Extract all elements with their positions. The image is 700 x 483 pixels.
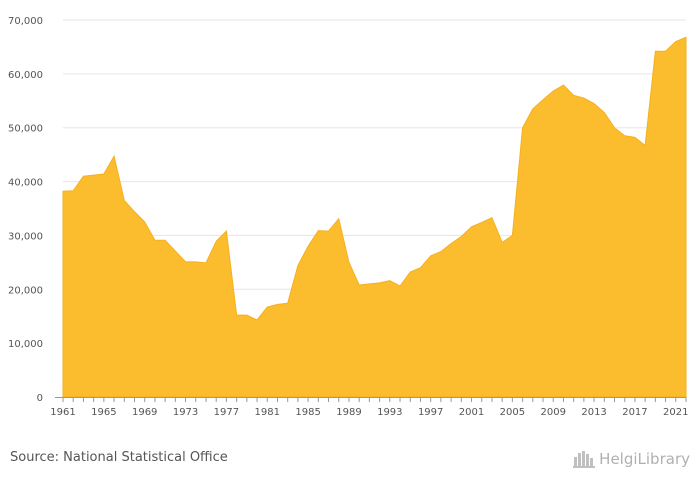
helgi-building-icon — [573, 451, 596, 468]
source-note: Source: National Statistical Office — [10, 450, 228, 465]
data-point[interactable] — [72, 189, 75, 192]
data-point[interactable] — [644, 144, 647, 147]
x-tick-label: 2013 — [581, 407, 606, 418]
data-point[interactable] — [552, 90, 555, 93]
data-point[interactable] — [501, 241, 504, 244]
area-fill — [62, 36, 687, 398]
data-point[interactable] — [674, 40, 677, 43]
x-tick-label: 1985 — [295, 407, 320, 418]
data-point[interactable] — [419, 266, 422, 269]
data-point[interactable] — [685, 36, 688, 39]
x-axis — [55, 397, 687, 402]
data-point[interactable] — [164, 239, 167, 242]
data-point[interactable] — [480, 221, 483, 224]
data-point[interactable] — [123, 199, 126, 202]
data-point[interactable] — [337, 217, 340, 220]
data-point[interactable] — [490, 216, 493, 219]
x-tick-label: 1993 — [377, 407, 402, 418]
data-point[interactable] — [174, 250, 177, 253]
data-point[interactable] — [378, 281, 381, 284]
data-point[interactable] — [327, 230, 330, 233]
data-point[interactable] — [368, 282, 371, 285]
data-point[interactable] — [276, 303, 279, 306]
data-point[interactable] — [225, 230, 228, 233]
data-point[interactable] — [521, 126, 524, 129]
x-axis-labels: 1961 1965 1969 1973 1977 1981 1985 1989 1993 1997… — [50, 407, 688, 418]
data-point[interactable] — [654, 50, 657, 53]
data-point[interactable] — [266, 306, 269, 309]
data-point[interactable] — [409, 271, 412, 274]
x-tick-label: 1989 — [336, 407, 361, 418]
data-point[interactable] — [603, 111, 606, 114]
data-point[interactable] — [542, 98, 545, 101]
data-point[interactable] — [450, 242, 453, 245]
x-tick-label: 1969 — [132, 407, 157, 418]
data-point[interactable] — [102, 173, 105, 176]
data-point[interactable] — [113, 155, 116, 158]
x-tick-label: 2001 — [459, 407, 484, 418]
data-point[interactable] — [307, 245, 310, 248]
x-tick-label: 2009 — [541, 407, 566, 418]
data-point[interactable] — [256, 318, 259, 321]
data-point[interactable] — [184, 260, 187, 263]
data-point[interactable] — [582, 97, 585, 100]
y-tick-label: 50,000 — [8, 124, 43, 135]
y-axis-labels: 0 10,000 20,000 30,000 40,000 50,000 60,000 70,… — [8, 16, 43, 404]
x-tick-label: 1981 — [255, 407, 280, 418]
data-point[interactable] — [204, 261, 207, 264]
data-point[interactable] — [317, 229, 320, 232]
x-tick-label: 1973 — [173, 407, 198, 418]
data-point[interactable] — [143, 220, 146, 223]
data-point[interactable] — [347, 261, 350, 264]
data-point[interactable] — [470, 225, 473, 228]
data-point[interactable] — [439, 250, 442, 253]
data-point[interactable] — [399, 285, 402, 288]
data-point[interactable] — [388, 279, 391, 282]
data-point[interactable] — [613, 126, 616, 129]
data-point[interactable] — [62, 190, 65, 193]
x-tick-label: 2021 — [663, 407, 688, 418]
data-point[interactable] — [235, 314, 238, 317]
data-point[interactable] — [664, 50, 667, 53]
x-tick-label: 2005 — [500, 407, 525, 418]
x-tick-label: 1961 — [50, 407, 75, 418]
x-tick-label: 1997 — [418, 407, 443, 418]
data-point[interactable] — [82, 175, 85, 178]
x-tick-label: 2017 — [622, 407, 647, 418]
brand-watermark[interactable]: HelgiLibrary — [573, 446, 690, 472]
data-point[interactable] — [286, 302, 289, 305]
data-point[interactable] — [562, 84, 565, 87]
data-point[interactable] — [296, 264, 299, 267]
data-point[interactable] — [429, 254, 432, 257]
y-tick-label: 20,000 — [8, 285, 43, 296]
data-point[interactable] — [572, 94, 575, 97]
data-point[interactable] — [215, 240, 218, 243]
y-tick-label: 70,000 — [8, 16, 43, 27]
data-point[interactable] — [633, 136, 636, 139]
data-point[interactable] — [194, 260, 197, 263]
data-point[interactable] — [133, 210, 136, 213]
data-point[interactable] — [623, 134, 626, 137]
y-tick-label: 60,000 — [8, 70, 43, 81]
x-tick-label: 1965 — [91, 407, 116, 418]
y-tick-label: 40,000 — [8, 178, 43, 189]
y-tick-label: 30,000 — [8, 231, 43, 242]
data-point[interactable] — [358, 283, 361, 286]
area-series — [62, 36, 688, 398]
data-point[interactable] — [245, 314, 248, 317]
y-tick-label: 10,000 — [8, 339, 43, 350]
x-tick-label: 1977 — [214, 407, 239, 418]
data-point[interactable] — [460, 235, 463, 238]
data-point[interactable] — [153, 239, 156, 242]
data-point[interactable] — [531, 107, 534, 110]
data-point[interactable] — [92, 174, 95, 177]
data-point[interactable] — [511, 234, 514, 237]
data-point[interactable] — [593, 102, 596, 105]
y-tick-label: 0 — [37, 393, 43, 404]
brand-name: HelgiLibrary — [599, 450, 690, 468]
